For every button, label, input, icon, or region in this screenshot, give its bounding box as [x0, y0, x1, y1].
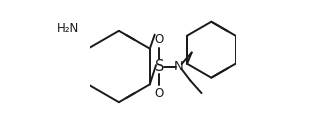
Text: H₂N: H₂N [57, 22, 79, 35]
Text: N: N [174, 60, 184, 73]
Text: S: S [155, 59, 164, 74]
Text: O: O [155, 33, 164, 46]
Text: O: O [155, 87, 164, 100]
